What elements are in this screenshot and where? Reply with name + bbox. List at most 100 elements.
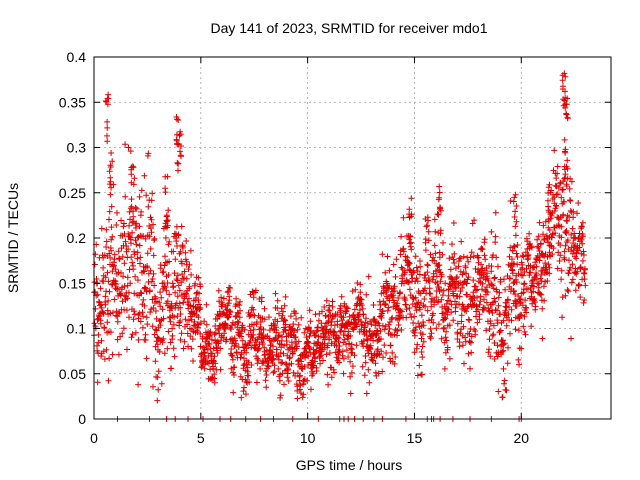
data-point (459, 284, 466, 291)
data-point (442, 315, 449, 322)
data-point (270, 369, 277, 376)
data-point (427, 251, 434, 258)
data-point (179, 244, 186, 251)
data-point (484, 270, 491, 277)
data-point (97, 320, 104, 327)
data-point (346, 340, 353, 347)
data-point (395, 295, 402, 301)
data-point (265, 363, 272, 370)
data-point (208, 336, 215, 343)
data-point (122, 141, 129, 148)
data-point (435, 298, 442, 305)
data-point (377, 302, 384, 308)
data-point (173, 114, 180, 120)
data-point (270, 320, 277, 327)
data-point (105, 297, 112, 304)
data-point (312, 332, 319, 339)
data-point (195, 297, 202, 304)
data-point (404, 254, 411, 261)
data-point (561, 248, 568, 255)
data-point (430, 254, 437, 261)
data-point (150, 383, 156, 390)
y-tick-label: 0.2 (67, 230, 87, 246)
data-point (143, 192, 150, 199)
data-point (177, 131, 184, 138)
data-point (290, 321, 297, 328)
data-point (134, 277, 141, 284)
data-point (171, 270, 178, 277)
data-point (481, 296, 487, 303)
data-point (339, 348, 346, 355)
data-points (91, 70, 589, 422)
data-point (424, 222, 431, 229)
data-point (278, 360, 285, 367)
data-point (326, 307, 333, 314)
data-point (154, 374, 161, 381)
data-point (279, 312, 286, 319)
data-point (550, 245, 557, 252)
data-point (207, 366, 214, 373)
data-point (155, 368, 162, 375)
data-point (135, 381, 142, 388)
data-point (380, 354, 386, 361)
data-point (440, 310, 447, 317)
data-point (210, 363, 217, 370)
data-point (241, 384, 247, 391)
data-point (360, 337, 367, 344)
data-point (215, 340, 222, 347)
data-point (472, 287, 479, 294)
data-point (412, 294, 419, 301)
data-point (508, 317, 515, 324)
data-point (238, 394, 245, 401)
data-point (154, 341, 161, 348)
data-point (558, 234, 565, 241)
data-point (196, 306, 203, 313)
data-point (442, 334, 449, 341)
data-point (114, 318, 121, 325)
data-point (269, 356, 276, 363)
data-point (521, 313, 528, 320)
data-point (147, 225, 154, 232)
data-point (166, 238, 173, 245)
data-point (178, 279, 185, 286)
data-point (163, 212, 170, 219)
data-point (563, 101, 570, 108)
data-point (148, 229, 155, 236)
data-point (574, 268, 581, 275)
data-point (462, 334, 469, 341)
data-point (437, 204, 443, 211)
data-point (237, 354, 244, 361)
data-point (257, 365, 264, 372)
data-point (319, 308, 325, 315)
data-point (535, 233, 542, 240)
data-point (276, 377, 283, 384)
data-point (94, 291, 101, 298)
data-point (186, 317, 192, 324)
data-point (525, 251, 532, 258)
data-point (222, 321, 229, 328)
data-point (115, 351, 122, 358)
data-point (144, 263, 151, 270)
data-point (349, 363, 356, 370)
x-tick-label: 5 (197, 430, 205, 446)
data-point (460, 323, 467, 330)
data-point (490, 331, 497, 338)
data-point (485, 307, 492, 314)
data-point (137, 254, 144, 261)
data-point (170, 248, 177, 255)
data-point (471, 217, 478, 224)
data-point (197, 304, 204, 311)
data-point (397, 313, 404, 320)
data-point (95, 339, 102, 346)
data-point (512, 232, 519, 239)
data-point (391, 360, 398, 367)
data-point (438, 286, 445, 293)
data-point (570, 208, 577, 215)
data-point (177, 148, 183, 155)
data-point (137, 318, 144, 325)
data-point (545, 184, 552, 191)
data-point (397, 289, 404, 296)
data-point (323, 297, 330, 304)
data-point (120, 273, 127, 280)
data-point (152, 295, 159, 302)
